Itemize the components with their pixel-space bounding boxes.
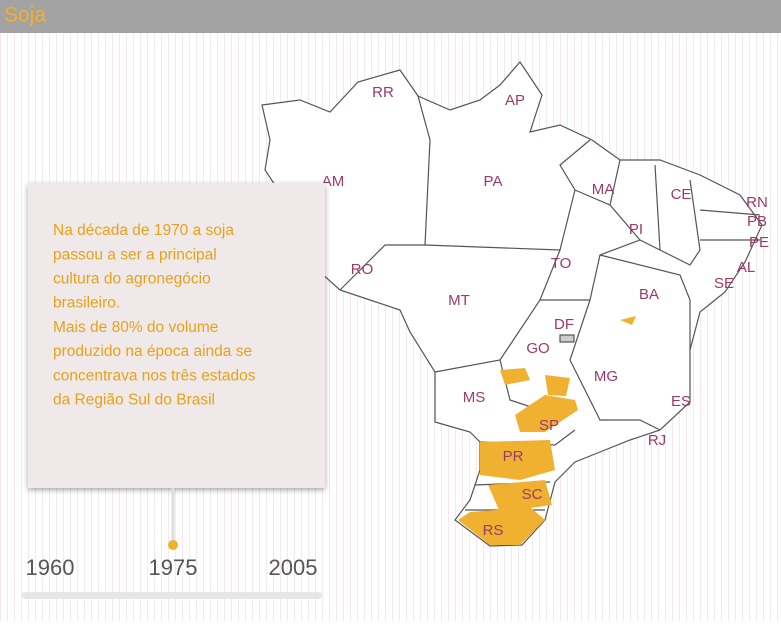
info-box bbox=[28, 183, 325, 488]
state-label: PR bbox=[503, 448, 524, 465]
soy-regions bbox=[458, 316, 636, 545]
timeline-bar bbox=[22, 592, 322, 599]
state-label: TO bbox=[551, 255, 572, 272]
state-label: DF bbox=[554, 316, 574, 333]
info-text: brasileiro. bbox=[53, 295, 120, 312]
info-text: concentrava nos três estados bbox=[53, 367, 256, 384]
state-label: ES bbox=[671, 393, 691, 410]
state-label: SP bbox=[539, 417, 559, 434]
info-text: da Região Sul do Brasil bbox=[53, 391, 215, 408]
map bbox=[261, 61, 763, 547]
state-label: GO bbox=[526, 340, 549, 357]
header-bar bbox=[0, 0, 781, 33]
state-label: RJ bbox=[648, 432, 666, 449]
header-title: Soja bbox=[4, 4, 46, 27]
state-label: MS bbox=[463, 389, 486, 406]
state-label: PB bbox=[747, 213, 767, 230]
state-label: CE bbox=[671, 186, 692, 203]
info-text: Na década de 1970 a soja bbox=[53, 222, 234, 239]
state-label: SE bbox=[714, 275, 734, 292]
state-label: RR bbox=[372, 84, 394, 101]
brazil-outline bbox=[261, 61, 763, 547]
state-label: AL bbox=[737, 259, 755, 276]
state-label: RS bbox=[483, 522, 504, 539]
state-label: MA bbox=[592, 181, 615, 198]
state-label: MT bbox=[448, 292, 470, 309]
state-label: RO bbox=[351, 261, 374, 278]
state-label: PE bbox=[749, 234, 769, 251]
state-label: RN bbox=[746, 194, 768, 211]
timeline-year: 1960 bbox=[26, 555, 75, 580]
info-text: cultura do agronegócio bbox=[53, 270, 211, 287]
state-label: SC bbox=[522, 486, 543, 503]
info-text: Mais de 80% do volume bbox=[53, 319, 218, 336]
state-borders bbox=[339, 95, 761, 511]
state-label: PI bbox=[629, 221, 643, 238]
state-label: AP bbox=[505, 92, 525, 109]
state-label: AM bbox=[322, 173, 345, 190]
df-marker bbox=[559, 334, 575, 343]
info-text: passou a ser a principal bbox=[53, 246, 217, 263]
state-label: MG bbox=[594, 368, 618, 385]
info-text: produzido na época ainda se bbox=[53, 343, 252, 360]
state-label: PA bbox=[484, 173, 503, 190]
timeline-year: 1975 bbox=[149, 555, 198, 580]
timeline-marker bbox=[168, 540, 178, 550]
state-label: BA bbox=[639, 286, 659, 303]
timeline-year: 2005 bbox=[269, 555, 318, 580]
